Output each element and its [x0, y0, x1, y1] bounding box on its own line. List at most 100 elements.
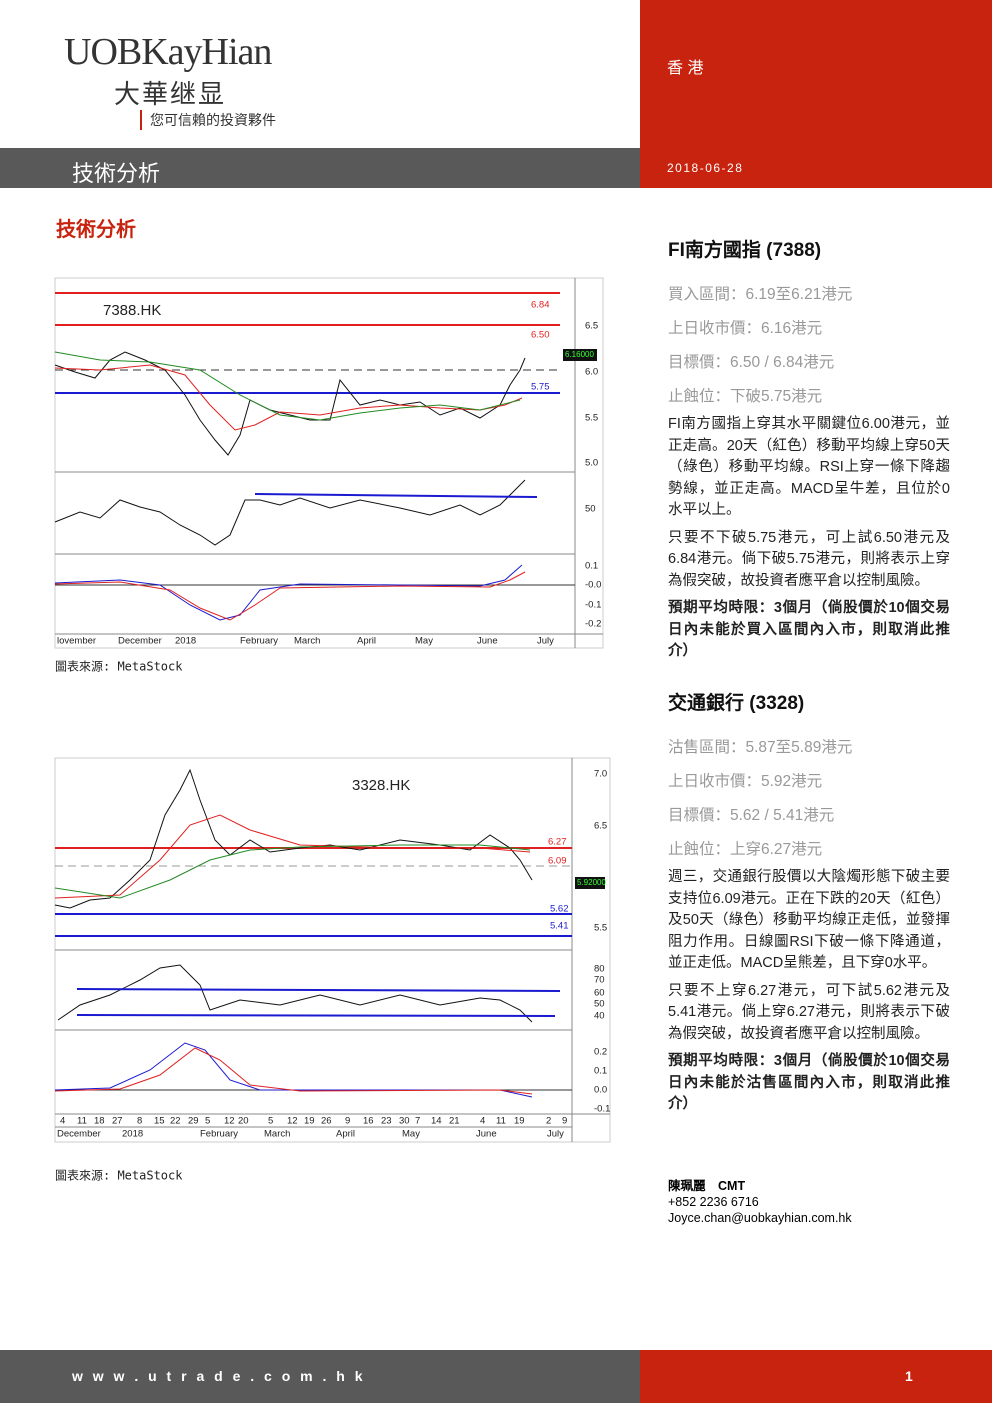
- date-label: 4: [60, 1116, 65, 1127]
- date-label: 23: [381, 1116, 392, 1127]
- y-tick-label: 6.5: [594, 821, 607, 832]
- ticker: 7388.HK: [103, 302, 161, 319]
- stock-name-text: 交通銀行: [668, 693, 745, 714]
- rsi: [57, 964, 533, 1023]
- date-label: 12: [287, 1116, 298, 1127]
- date-label: 19: [514, 1116, 525, 1127]
- page-number: 1: [905, 1368, 913, 1384]
- price-box: [563, 349, 597, 361]
- macd: [54, 564, 523, 621]
- date-label: 4: [480, 1116, 485, 1127]
- month-label: 2018: [175, 636, 196, 647]
- macd-tick-label: -0.1: [594, 1104, 610, 1115]
- rsi: [54, 479, 526, 546]
- level-label: 6.84: [531, 300, 550, 311]
- rsi-tick-label: 80: [594, 964, 605, 975]
- body: FI南方國指上穿其水平關鍵位6.00港元，並正走高。20天（紅色）移動平均線上穿…: [668, 414, 950, 592]
- date-label: 9: [562, 1116, 567, 1127]
- stock-code: (7388): [766, 240, 822, 261]
- author-name: 陳珮麗 CMT: [668, 1179, 746, 1193]
- rsi-tick-label: 50: [594, 999, 605, 1010]
- date-label: 19: [304, 1116, 315, 1127]
- trend-line: [254, 493, 538, 498]
- trend-line: [76, 1014, 556, 1017]
- ma50: [54, 844, 531, 899]
- price-label: 6.16000: [565, 350, 594, 359]
- stock-2: 交通銀行 (3328) 沽售區間：5.87至5.89港元 上日收市價：5.92港元目…: [668, 693, 950, 1116]
- footer-url: w w w . u t r a d e . c o m . h k: [72, 1368, 366, 1384]
- month-label: 2018: [122, 1129, 143, 1140]
- date-label: 21: [449, 1116, 460, 1127]
- y-tick-label: 5.5: [594, 923, 607, 934]
- chart-source: 圖表來源: MetaStock: [55, 1169, 183, 1183]
- month-label: June: [476, 1129, 497, 1140]
- level-label: 5.62: [550, 904, 569, 915]
- date-label: 7: [415, 1116, 420, 1127]
- frame: [54, 277, 604, 649]
- month-label: May: [415, 636, 433, 647]
- price-box: [575, 877, 605, 889]
- date-label: 22: [170, 1116, 181, 1127]
- author-phone: +852 2236 6716: [668, 1195, 759, 1209]
- month-label: March: [264, 1129, 290, 1140]
- date-label: 29: [188, 1116, 199, 1127]
- ticker: 3328.HK: [352, 777, 410, 794]
- macd-tick-label: -0.0: [585, 580, 601, 591]
- trend-line: [76, 988, 561, 992]
- paragraph: 只要不下破5.75港元，可上試6.50港元及6.84港元。倘下破5.75港元，則…: [668, 529, 950, 589]
- date-label: 2: [546, 1116, 551, 1127]
- month-label: July: [537, 636, 554, 647]
- y-tick-label: 6.0: [585, 367, 598, 378]
- author-email: Joyce.chan@uobkayhian.com.hk: [668, 1211, 852, 1225]
- paragraph: 週三，交通銀行股價以大陰燭形態下破主要支持位6.09港元。正在下跌的20天（紅色…: [668, 869, 950, 971]
- charts: 7388.HK6.160006.846.505.756.56.05.55.050…: [54, 277, 611, 1183]
- month-label: July: [547, 1129, 564, 1140]
- level-label: 5.41: [550, 921, 569, 932]
- section: 技術分析: [72, 161, 161, 186]
- note: 預期平均時限：3個月（倘股價於10個交易日內未能於沽售區間內入市，則取消此推介）: [668, 1053, 950, 1112]
- red-header: [640, 0, 992, 188]
- date-label: 14: [431, 1116, 442, 1127]
- author: 陳珮麗 CMT +852 2236 6716 Joyce.chan@uobkay…: [668, 1178, 852, 1226]
- stock-name-text: FI南方國指: [668, 240, 761, 261]
- date-label: 16: [363, 1116, 374, 1127]
- month-label: February: [240, 636, 278, 647]
- stock-code: (3328): [749, 693, 805, 714]
- date-label: 18: [94, 1116, 105, 1127]
- rsi-tick-label: 40: [594, 1011, 605, 1022]
- y-tick-label: 7.0: [594, 769, 607, 780]
- y-tick-label: 5.5: [585, 413, 598, 424]
- rsi-tick-label: 70: [594, 975, 605, 986]
- chart-source: 圖表來源: MetaStock: [55, 660, 183, 674]
- price: [54, 768, 533, 909]
- level-label: 6.50: [531, 330, 550, 341]
- field: 止蝕位：下破5.75港元: [668, 388, 823, 405]
- date-label: 30: [399, 1116, 410, 1127]
- month-label: June: [477, 636, 498, 647]
- macd: [54, 1042, 533, 1098]
- month-label: February: [200, 1129, 238, 1140]
- footer-red: [640, 1350, 992, 1403]
- date-label: 11: [77, 1116, 87, 1127]
- ma20: [54, 814, 531, 899]
- month-label: December: [118, 636, 162, 647]
- paragraph: FI南方國指上穿其水平關鍵位6.00港元，並正走高。20天（紅色）移動平均線上穿…: [668, 416, 950, 518]
- date-label: 5: [268, 1116, 273, 1127]
- month-label: April: [336, 1129, 355, 1140]
- level-label: 6.09: [548, 856, 567, 867]
- field: 買入區間：6.19至6.21港元: [668, 286, 853, 303]
- stock-1: FI南方國指 (7388) 買入區間：6.19至6.21港元 上日收市價：6.16港…: [668, 240, 950, 663]
- month-label: December: [57, 1129, 101, 1140]
- month-label: lovember: [57, 636, 96, 647]
- ma20: [54, 364, 523, 431]
- slogan: 您可信賴的投資夥件: [140, 110, 276, 130]
- date-label: 26: [321, 1116, 332, 1127]
- field: 目標價：5.62 / 5.41港元: [668, 807, 835, 824]
- macd-tick-label: 0.2: [594, 1047, 607, 1058]
- rsi-tick-label: 50: [585, 504, 596, 515]
- logo-cn: 大華继显: [114, 79, 227, 109]
- macd-tick-label: -0.1: [585, 600, 601, 611]
- field: 上日收市價：5.92港元: [668, 773, 823, 790]
- macd-tick-label: 0.1: [585, 561, 598, 572]
